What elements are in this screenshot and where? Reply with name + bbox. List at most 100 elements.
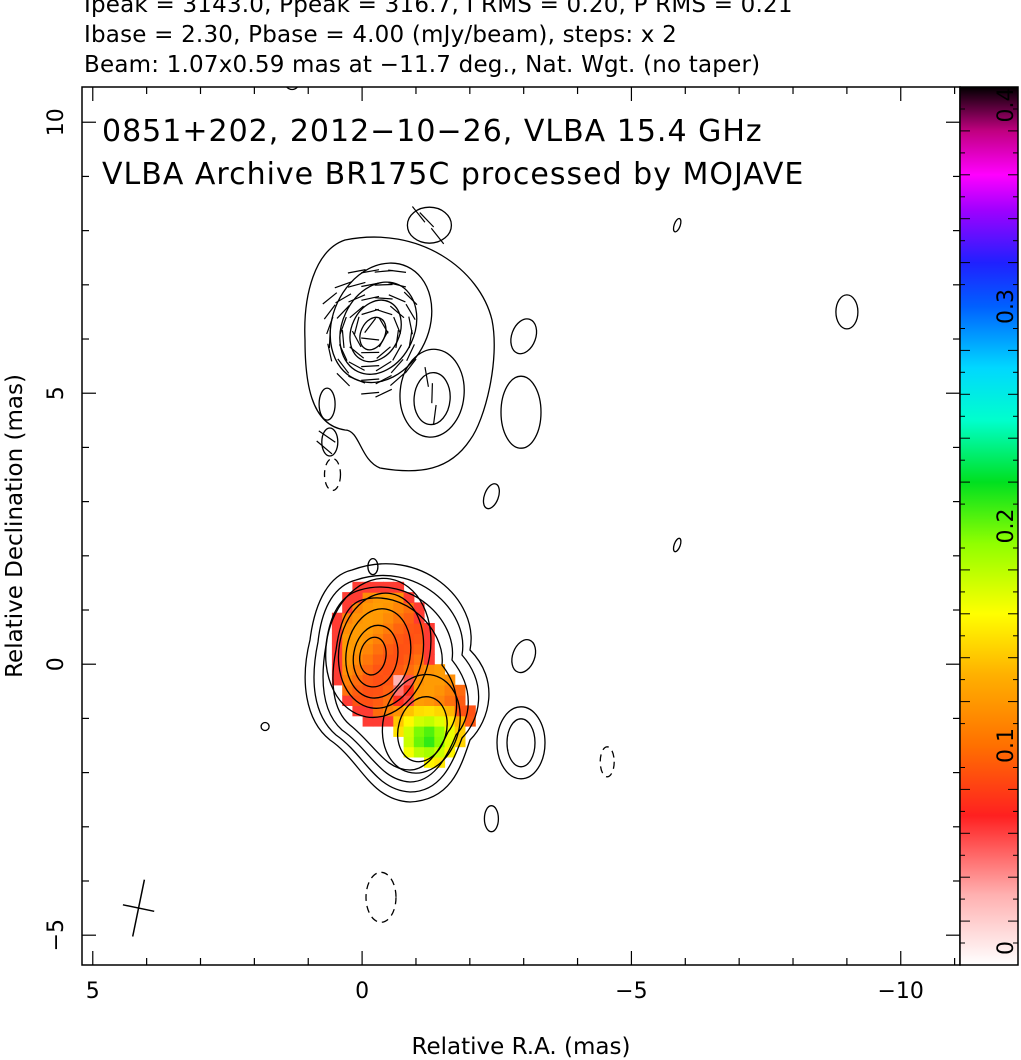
polarization-pixel: [434, 746, 446, 758]
isolated-contour: [510, 318, 538, 355]
polarization-pixel: [372, 623, 384, 634]
polarization-pixel: [372, 602, 384, 614]
evpa-vector: [390, 373, 405, 387]
polarization-pixel: [383, 602, 394, 614]
polarization-pixel: [352, 684, 364, 696]
header-line-2: Ibase = 2.30, Pbase = 4.00 (mJy/beam), s…: [84, 22, 677, 48]
polarization-pixel: [352, 612, 364, 624]
y-tick-label: 10: [44, 108, 69, 136]
polarization-pixel: [331, 653, 343, 665]
evpa-vector: [395, 330, 399, 348]
y-tick-label: 5: [44, 386, 69, 400]
polarization-pixel: [465, 705, 476, 717]
north-contour: [304, 236, 495, 472]
polarization-pixel: [372, 664, 384, 676]
polarization-pixel: [372, 715, 384, 727]
polarization-pixel: [434, 664, 446, 676]
colorbar-frame: [959, 86, 1019, 966]
evpa-vector: [361, 308, 379, 316]
north-contour: [413, 372, 451, 426]
evpa-vector: [408, 316, 413, 335]
polarization-pixel: [413, 695, 425, 706]
evpa-vector: [336, 304, 350, 319]
polarization-pixel: [403, 623, 415, 634]
polarization-pixel: [372, 695, 384, 706]
polarization-pixel: [424, 674, 435, 686]
polarization-pixel: [352, 664, 364, 676]
isolated-contour: [506, 718, 536, 768]
evpa-vector: [405, 303, 416, 321]
polarization-pixel: [331, 612, 343, 624]
polarization-pixel: [403, 715, 415, 727]
polarization-pixel: [362, 674, 374, 686]
polarization-pixel: [403, 726, 415, 737]
polarization-pixel: [403, 653, 415, 665]
polarization-pixel: [434, 695, 446, 706]
evpa-vector: [361, 269, 380, 274]
evpa-vector: [411, 206, 426, 223]
polarization-pixel: [413, 715, 425, 727]
isolated-contour: [260, 721, 270, 732]
colorbar-tick-label: 0.4: [994, 88, 1019, 123]
polarization-pixel: [383, 695, 394, 706]
polarization-pixel: [424, 756, 435, 768]
polarization-pixel: [342, 664, 353, 676]
evpa-vector: [388, 294, 406, 303]
x-axis-label: Relative R.A. (mas): [412, 1034, 631, 1060]
evpa-vector: [408, 330, 413, 348]
north-contour: [406, 206, 453, 244]
north-contour: [359, 316, 387, 351]
polarization-pixel: [393, 612, 405, 624]
north-contour: [399, 348, 465, 438]
polarization-pixel: [362, 653, 374, 665]
polarization-pixel: [383, 674, 394, 686]
polarization-pixel: [434, 674, 446, 686]
polarization-pixel: [393, 581, 405, 593]
polarization-pixel: [403, 736, 415, 748]
evpa-vector: [364, 317, 377, 333]
evpa-vector: [378, 330, 389, 348]
dashed-contour: [365, 871, 397, 923]
polarization-pixel: [424, 623, 435, 634]
isolated-contour: [321, 427, 339, 457]
polarization-pixel: [352, 623, 364, 634]
polarization-pixel: [362, 602, 374, 614]
evpa-vector: [375, 388, 393, 398]
north-contour: [329, 262, 433, 384]
evpa-vector: [348, 361, 365, 371]
polarization-pixel: [434, 705, 446, 717]
colorbar-tick-label: 0.2: [994, 509, 1019, 544]
polarization-pixel: [424, 726, 435, 737]
evpa-vector: [361, 391, 380, 395]
evpa-vector: [335, 293, 352, 304]
isolated-contour: [285, 87, 299, 91]
x-tick-label: −10: [877, 979, 923, 1004]
polarization-pixel: [434, 684, 446, 696]
polarization-pixel: [434, 726, 446, 737]
core-contour: [359, 636, 387, 676]
polarization-pixel: [372, 684, 384, 696]
evpa-vector: [388, 282, 407, 288]
polarization-pixel: [413, 602, 425, 614]
polarization-pixel: [342, 653, 353, 665]
x-tick-label: 0: [355, 979, 369, 1004]
polarization-pixel: [362, 643, 374, 655]
polarization-pixel: [352, 695, 364, 706]
polarization-pixel: [372, 653, 384, 665]
evpa-vector: [419, 212, 435, 228]
evpa-vector: [348, 294, 366, 303]
polarization-pixel: [342, 592, 353, 603]
evpa-vector: [404, 358, 417, 374]
polarization-pixel: [393, 705, 405, 717]
evpa-vector: [431, 383, 433, 404]
isolated-contour: [835, 294, 859, 330]
plot-frame: [81, 86, 961, 966]
knot-contour: [397, 696, 448, 763]
evpa-vector: [334, 281, 352, 289]
evpa-vector: [336, 372, 351, 387]
polarization-pixel: [454, 726, 466, 737]
dashed-contour: [599, 746, 615, 778]
polarization-pixel: [393, 684, 405, 696]
core-contour: [345, 608, 412, 699]
